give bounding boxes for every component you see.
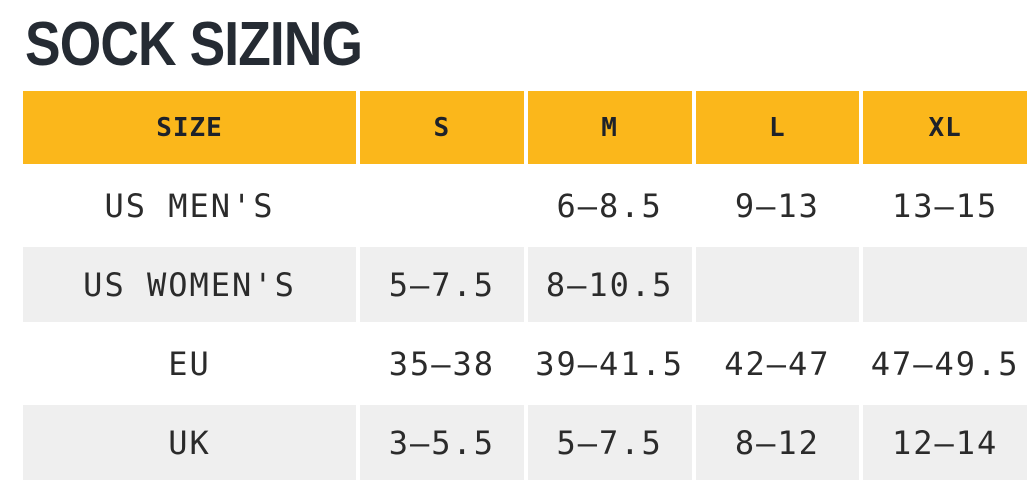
cell-us-mens-m: 6–8.5 [527,168,692,243]
cell-uk-xl: 12–14 [863,405,1027,480]
cell-us-mens-xl: 13–15 [863,168,1027,243]
cell-eu-l: 42–47 [695,326,860,401]
row-label-eu: EU [23,326,356,401]
cell-eu-m: 39–41.5 [527,326,692,401]
cell-uk-m: 5–7.5 [527,405,692,480]
page-title: SOCK SIZING [25,10,363,79]
cell-uk-l: 8–12 [695,405,860,480]
cell-us-womens-xl [863,247,1027,322]
cell-us-mens-l: 9–13 [695,168,860,243]
cell-uk-s: 3–5.5 [360,405,524,480]
header-cell-l: L [695,91,860,164]
cell-us-womens-s: 5–7.5 [360,247,524,322]
cell-eu-xl: 47–49.5 [863,326,1027,401]
cell-us-womens-l [695,247,860,322]
header-cell-s: S [360,91,524,164]
cell-eu-s: 35–38 [360,326,524,401]
header-cell-m: M [527,91,692,164]
row-label-us-womens: US WOMEN'S [23,247,356,322]
header-cell-xl: XL [863,91,1027,164]
row-label-uk: UK [23,405,356,480]
sock-sizing-table: SIZE S M L XL US MEN'S 6–8.5 9–13 13–15 … [23,91,1027,480]
cell-us-womens-m: 8–10.5 [527,247,692,322]
header-cell-size: SIZE [23,91,356,164]
cell-us-mens-s [360,168,524,243]
row-label-us-mens: US MEN'S [23,168,356,243]
